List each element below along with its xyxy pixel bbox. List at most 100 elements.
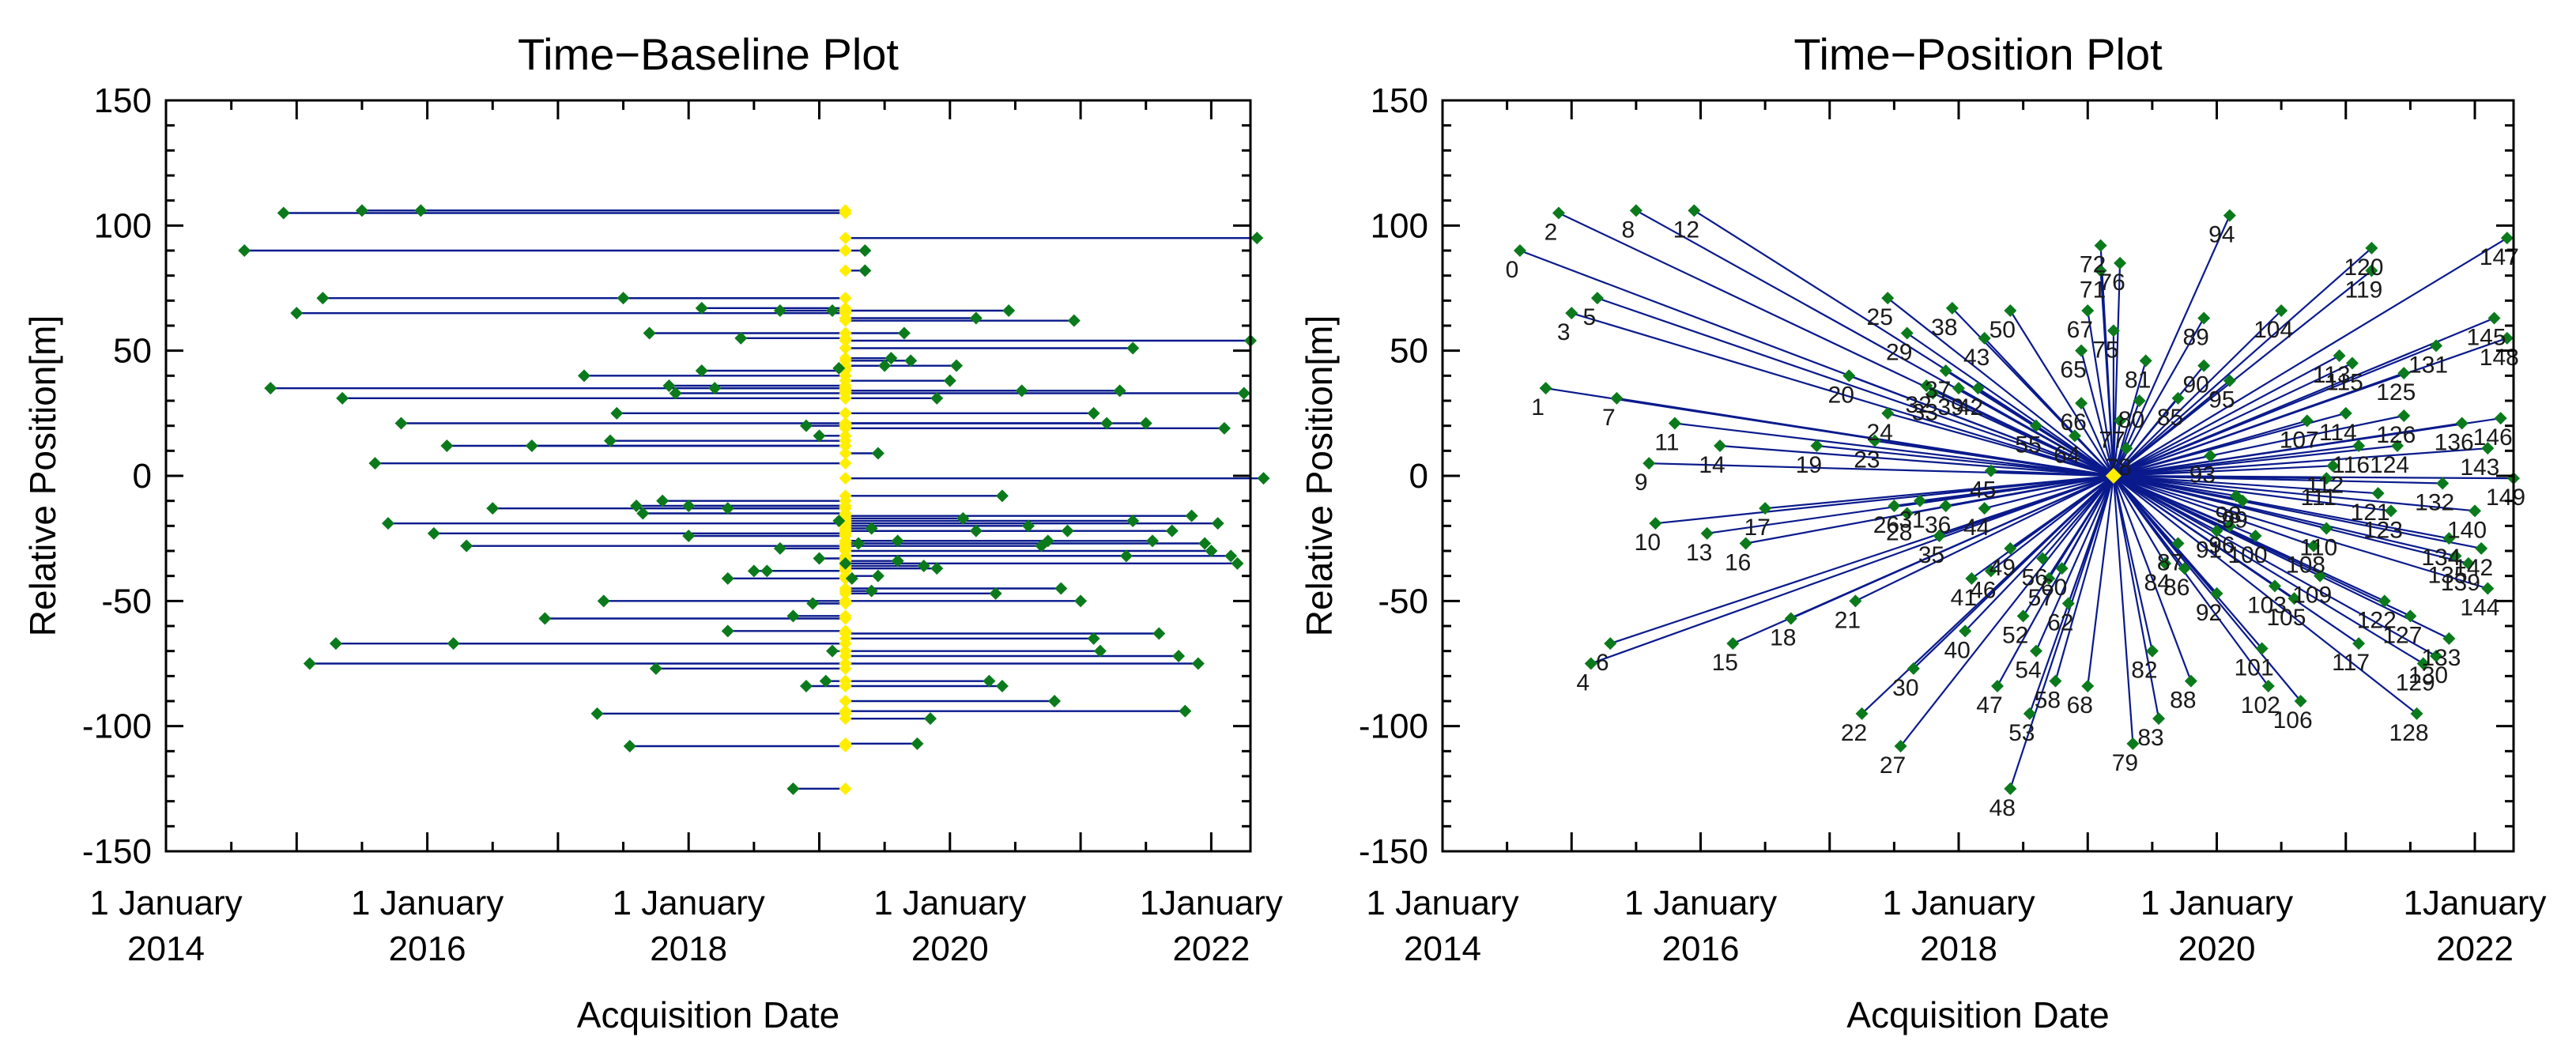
position-point [1926, 387, 1940, 400]
secondary-point [832, 515, 846, 527]
position-link [1597, 297, 2114, 477]
point-label: 139 [2441, 570, 2480, 596]
point-label: 140 [2447, 517, 2487, 543]
secondary-point [1015, 384, 1028, 398]
point-label: 41 [1951, 585, 1977, 611]
master-point [839, 326, 852, 340]
secondary-point [682, 530, 696, 542]
secondary-point [1126, 515, 1140, 527]
position-link [2035, 424, 2114, 477]
point-label: 68 [2067, 692, 2093, 718]
position-link [1913, 475, 2114, 669]
point-label: 108 [2286, 553, 2325, 579]
point-label: 60 [2041, 575, 2067, 601]
secondary-point [643, 326, 656, 340]
position-point [2004, 304, 2017, 317]
point-label: 36 [1925, 512, 1951, 538]
point-label: 4 [1576, 670, 1590, 696]
position-link [2113, 474, 2314, 547]
position-point [2430, 650, 2443, 662]
point-label: 103 [2247, 592, 2287, 618]
master-point [839, 334, 852, 347]
secondary-point [858, 264, 872, 277]
position-link [2113, 237, 2508, 477]
position-point [2036, 552, 2050, 565]
point-label: 40 [1944, 637, 1970, 663]
point-label: 110 [2299, 535, 2337, 561]
time-baseline-axes: 150 100 50 0 -50 -100 -150 1 January 2014 1 Janua… [82, 81, 1283, 968]
position-point [2494, 412, 2507, 425]
secondary-point [290, 307, 304, 320]
position-point [2210, 586, 2223, 600]
position-link [2113, 475, 2450, 639]
time-position-xlabel: Acquisition Date [1846, 994, 2109, 1035]
point-label: 77 [2099, 427, 2125, 453]
y-tick-label: 100 [94, 206, 152, 245]
position-point [2320, 522, 2333, 535]
secondary-point [1100, 417, 1114, 430]
secondary-point [943, 374, 956, 387]
position-point [2275, 304, 2288, 317]
point-label: 50 [1990, 317, 2016, 343]
position-link [2054, 475, 2114, 681]
secondary-point [1061, 524, 1074, 537]
point-label: 95 [2208, 387, 2235, 413]
position-point [2255, 642, 2269, 655]
time-position-title: Time−Position Plot [1793, 29, 2163, 79]
secondary-point [355, 204, 368, 217]
position-point [1713, 439, 1726, 452]
position-link [2113, 475, 2359, 645]
master-point [839, 680, 852, 692]
position-link [1945, 474, 2114, 507]
position-link [1932, 392, 2114, 477]
secondary-point [1257, 472, 1270, 485]
position-point [2455, 417, 2469, 430]
position-link [2113, 247, 2373, 477]
secondary-point [1087, 632, 1100, 645]
position-point [1739, 537, 1752, 550]
point-label: 16 [1725, 550, 1751, 576]
point-label: 122 [2357, 607, 2397, 633]
position-point [1668, 417, 1681, 430]
position-link [2112, 475, 2160, 719]
point-label: 57 [2028, 585, 2054, 611]
point-label: 104 [2254, 317, 2293, 343]
position-point [1590, 292, 1604, 305]
point-label: 100 [2227, 542, 2267, 568]
point-label: 30 [1892, 675, 1918, 701]
position-point [2152, 712, 2166, 726]
position-point [2081, 304, 2095, 317]
point-label: 21 [1835, 607, 1861, 633]
point-label: 28 [1886, 520, 1912, 546]
secondary-point [760, 564, 774, 578]
time-baseline-panel: Time−Baseline Plot Acquisition Date Rela… [22, 29, 1283, 1035]
secondary-point [649, 662, 662, 675]
position-point [2178, 562, 2191, 575]
position-point [2016, 609, 2030, 623]
point-label: 75 [2092, 337, 2118, 363]
position-point [2197, 359, 2211, 372]
position-point [2449, 549, 2462, 563]
point-label: 88 [2170, 688, 2196, 714]
point-label: 98 [2215, 502, 2241, 528]
secondary-point [917, 560, 930, 572]
position-point [1759, 502, 1772, 515]
secondary-point [799, 680, 813, 692]
position-point [2481, 442, 2495, 455]
position-link [2113, 414, 2404, 477]
position-point [2139, 354, 2152, 368]
secondary-point [721, 571, 734, 585]
secondary-point [989, 586, 1002, 600]
position-point [2094, 264, 2107, 277]
position-point [2114, 414, 2127, 428]
secondary-point [878, 359, 892, 372]
secondary-point [1067, 314, 1081, 327]
master-point [839, 232, 852, 245]
position-point [2345, 356, 2359, 370]
point-label: 89 [2183, 325, 2209, 351]
secondary-point [911, 737, 924, 750]
position-point [1984, 464, 1997, 477]
secondary-point [238, 244, 251, 257]
master-point [839, 341, 852, 355]
position-link [2099, 245, 2115, 477]
